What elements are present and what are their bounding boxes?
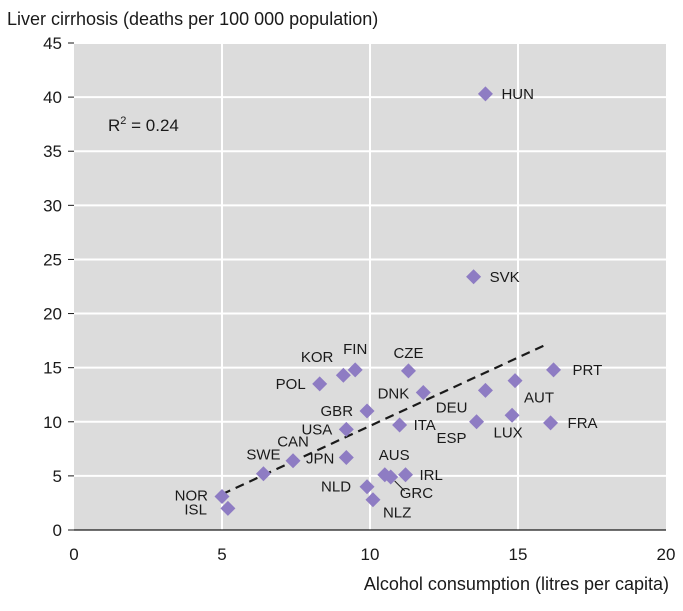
- point-cze: [400, 363, 416, 379]
- y-tick-label-15: 15: [43, 359, 62, 378]
- point-prt: [546, 362, 562, 378]
- y-tick-label-40: 40: [43, 88, 62, 107]
- point-nor: [214, 488, 230, 504]
- point-usa: [338, 421, 354, 437]
- point-label-fin: FIN: [343, 341, 367, 358]
- point-label-usa: USA: [301, 421, 332, 438]
- point-label-prt: PRT: [573, 362, 603, 379]
- point-isl: [220, 500, 236, 516]
- point-hun: [477, 86, 493, 102]
- y-tick-label-20: 20: [43, 305, 62, 324]
- point-gbr: [359, 403, 375, 419]
- point-label-gbr: GBR: [321, 403, 354, 420]
- point-fin: [347, 362, 363, 378]
- point-fra: [543, 415, 559, 431]
- point-label-fra: FRA: [568, 415, 598, 432]
- point-label-svk: SVK: [490, 269, 520, 286]
- point-can: [285, 453, 301, 469]
- x-tick-label-0: 0: [69, 545, 78, 564]
- point-dnk: [415, 385, 431, 401]
- x-tick-label-20: 20: [657, 545, 676, 564]
- point-jpn: [338, 449, 354, 465]
- point-label-dnk: DNK: [378, 386, 410, 403]
- y-tick-label-30: 30: [43, 196, 62, 215]
- point-label-grc: GRC: [400, 485, 434, 502]
- point-label-aus: AUS: [379, 447, 410, 464]
- grc-leader-line: [394, 480, 406, 492]
- y-tick-label-45: 45: [43, 34, 62, 53]
- point-label-jpn: JPN: [306, 450, 334, 467]
- point-label-can: CAN: [277, 434, 309, 451]
- point-lux: [504, 407, 520, 423]
- point-swe: [255, 466, 271, 482]
- axis-ticks: 0 5 10 15 20 25 30 35 40 45 0 5 10 15 20: [43, 34, 675, 564]
- point-esp: [469, 414, 485, 430]
- point-label-irl: IRL: [420, 467, 443, 484]
- point-label-ita: ITA: [414, 417, 436, 434]
- point-svk: [466, 269, 482, 285]
- y-tick-label-5: 5: [53, 467, 62, 486]
- point-nld: [359, 479, 375, 495]
- point-label-aut: AUT: [524, 390, 554, 407]
- point-label-pol: POL: [276, 376, 306, 393]
- x-tick-label-5: 5: [217, 545, 226, 564]
- gridlines: [74, 42, 666, 530]
- point-grc: [383, 469, 399, 485]
- point-label-esp: ESP: [437, 430, 467, 447]
- y-tick-label-0: 0: [53, 521, 62, 540]
- x-tick-label-15: 15: [509, 545, 528, 564]
- r-squared-annotation: R2 = 0.24: [108, 115, 179, 135]
- data-points: [214, 86, 562, 516]
- point-ita: [392, 417, 408, 433]
- point-label-deu: DEU: [436, 399, 468, 416]
- point-irl: [398, 467, 414, 483]
- point-label-swe: SWE: [246, 447, 280, 464]
- point-kor: [335, 367, 351, 383]
- point-label-nor: NOR: [175, 487, 209, 504]
- point-label-lux: LUX: [493, 424, 522, 441]
- point-label-nld: NLD: [321, 479, 351, 496]
- point-label-hun: HUN: [501, 86, 534, 103]
- y-tick-label-25: 25: [43, 250, 62, 269]
- y-tick-label-35: 35: [43, 142, 62, 161]
- point-nlz: [365, 492, 381, 508]
- point-deu: [477, 382, 493, 398]
- x-axis-title: Alcohol consumption (litres per capita): [363, 574, 669, 594]
- point-aut: [507, 373, 523, 389]
- y-tick-label-10: 10: [43, 413, 62, 432]
- point-label-nlz: NLZ: [383, 505, 411, 522]
- point-pol: [312, 376, 328, 392]
- point-label-cze: CZE: [393, 345, 423, 362]
- point-label-kor: KOR: [301, 349, 334, 366]
- y-axis-title: Liver cirrhosis (deaths per 100 000 popu…: [7, 9, 379, 29]
- point-label-isl: ISL: [184, 501, 207, 518]
- x-tick-label-10: 10: [361, 545, 380, 564]
